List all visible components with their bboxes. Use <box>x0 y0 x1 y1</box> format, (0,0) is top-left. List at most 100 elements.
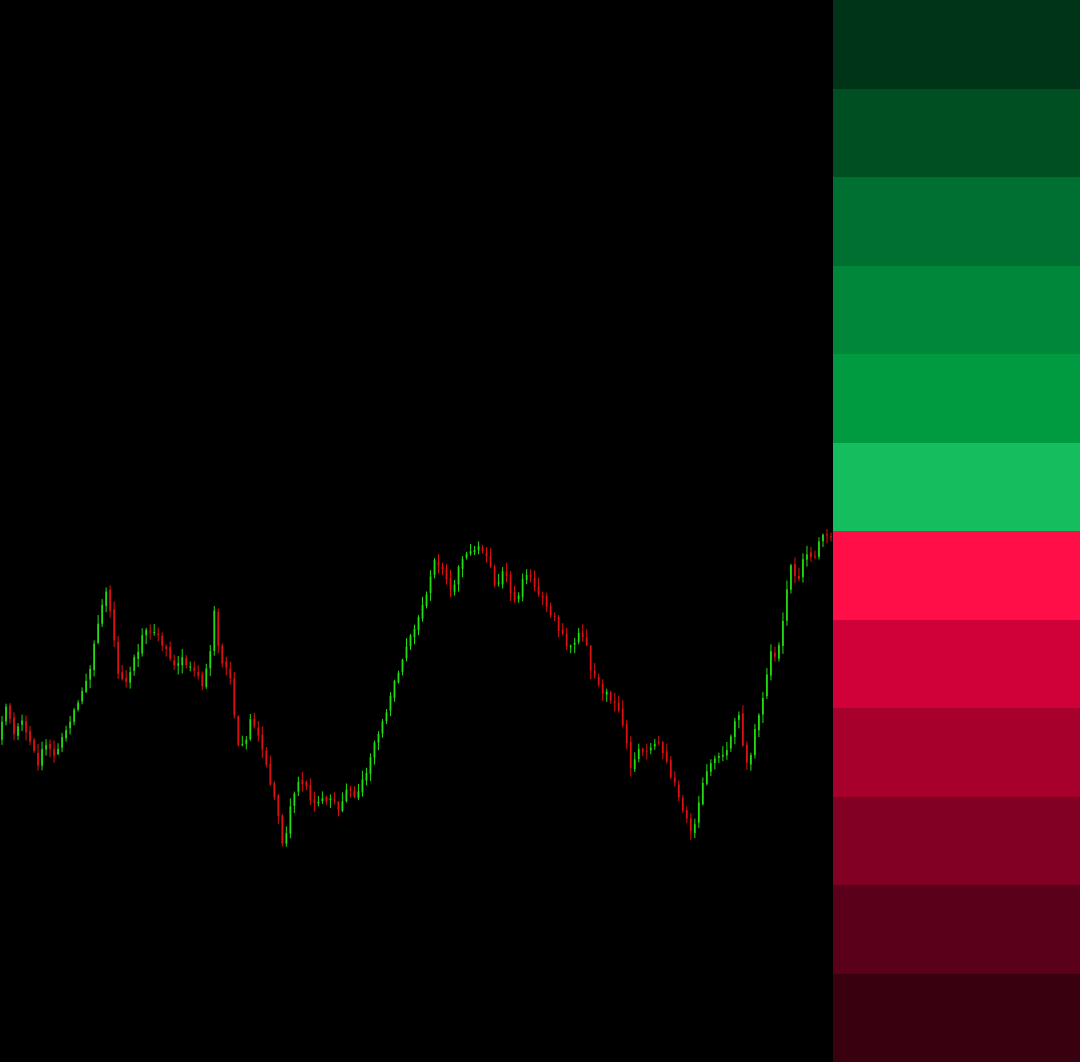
candle-bearish <box>113 609 116 641</box>
candle-bearish <box>437 561 440 566</box>
candle-bullish <box>289 806 292 834</box>
candle-bearish <box>685 810 688 819</box>
candle-bullish <box>1 721 3 740</box>
candle-bearish <box>810 552 812 557</box>
candle-bullish <box>241 744 244 746</box>
candle-bearish <box>229 669 232 679</box>
candle-bearish <box>746 744 748 763</box>
candle-bullish <box>521 579 524 597</box>
candle-bullish <box>401 659 404 673</box>
candle-bullish <box>297 781 300 792</box>
candle-bearish <box>613 701 616 703</box>
candle-bullish <box>786 589 788 621</box>
candle-bullish <box>77 702 79 710</box>
price-chart-area[interactable] <box>0 0 833 1062</box>
candle-bearish <box>814 556 816 558</box>
candle-bullish <box>361 779 364 793</box>
zone-band-11 <box>833 885 1080 974</box>
candle-bullish <box>285 833 288 844</box>
candle-bullish <box>177 663 180 666</box>
zone-band-7 <box>833 531 1080 620</box>
zone-band-2 <box>833 88 1080 177</box>
candlestick-chart[interactable] <box>0 0 833 1062</box>
candle-bearish <box>121 672 124 680</box>
candle-bullish <box>17 726 19 736</box>
candle-bullish <box>81 691 83 702</box>
candle-bullish <box>754 729 756 756</box>
candle-bearish <box>257 727 260 736</box>
candle-bearish <box>669 759 672 778</box>
candle-bearish <box>193 667 196 671</box>
candle-bearish <box>481 547 484 551</box>
candle-bearish <box>533 577 536 587</box>
candle-bullish <box>525 575 528 580</box>
candle-bullish <box>341 801 344 811</box>
candle-bearish <box>237 716 240 746</box>
candle-bullish <box>101 604 104 624</box>
candle-bullish <box>21 720 23 725</box>
candle-bearish <box>29 731 31 742</box>
candle-bullish <box>737 715 740 720</box>
candle-bearish <box>197 672 200 676</box>
candle-bullish <box>778 645 780 659</box>
candle-bearish <box>277 795 280 816</box>
candle-bearish <box>353 790 356 797</box>
candle-bullish <box>477 546 480 551</box>
candle-bullish <box>85 680 87 692</box>
candle-bullish <box>205 668 208 687</box>
candle-bearish <box>549 606 552 616</box>
candle-bullish <box>465 553 468 558</box>
candle-bullish <box>377 734 380 743</box>
candle-bullish <box>293 793 296 806</box>
zone-band-5 <box>833 354 1080 443</box>
candle-bearish <box>557 616 560 632</box>
candle-bullish <box>321 798 324 802</box>
candle-bearish <box>589 646 592 671</box>
candle-bullish <box>766 674 768 697</box>
candle-bearish <box>37 752 39 766</box>
candle-bullish <box>573 642 576 646</box>
candle-bearish <box>349 789 352 791</box>
candle-bullish <box>105 591 108 606</box>
candle-bearish <box>13 717 15 735</box>
zone-band-6 <box>833 442 1080 531</box>
candle-bearish <box>509 574 512 593</box>
candle-bullish <box>397 672 400 683</box>
candle-bullish <box>41 749 43 766</box>
candle-bearish <box>826 534 828 536</box>
candle-bullish <box>697 802 700 823</box>
candle-bullish <box>822 534 824 542</box>
candle-bearish <box>617 702 620 711</box>
candle-bearish <box>581 632 584 638</box>
candle-bullish <box>189 666 192 668</box>
candle-bearish <box>798 576 800 579</box>
candle-bearish <box>677 784 680 798</box>
candle-bullish <box>469 551 472 554</box>
candle-bullish <box>389 695 392 711</box>
candle-bearish <box>305 782 308 787</box>
candle-bearish <box>301 779 304 784</box>
candle-bearish <box>597 676 600 685</box>
candle-bearish <box>161 635 164 646</box>
candle-bullish <box>369 757 372 774</box>
candle-bearish <box>269 763 272 785</box>
candle-bullish <box>433 560 436 575</box>
candle-bearish <box>593 670 596 676</box>
candle-bullish <box>89 668 92 680</box>
candle-bearish <box>513 591 516 601</box>
candle-bullish <box>133 657 136 671</box>
candle-bullish <box>758 715 760 731</box>
candle-bearish <box>537 586 540 595</box>
candle-bullish <box>345 789 348 802</box>
candle-series <box>1 528 832 847</box>
candle-bearish <box>325 796 328 802</box>
candle-bullish <box>365 772 368 781</box>
candle-bearish <box>449 578 452 590</box>
candle-bullish <box>45 745 47 750</box>
candle-bearish <box>665 751 668 762</box>
candle-bearish <box>493 566 496 586</box>
zone-band-10 <box>833 796 1080 885</box>
candle-bearish <box>553 615 556 617</box>
price-zone-panel <box>833 0 1080 1062</box>
